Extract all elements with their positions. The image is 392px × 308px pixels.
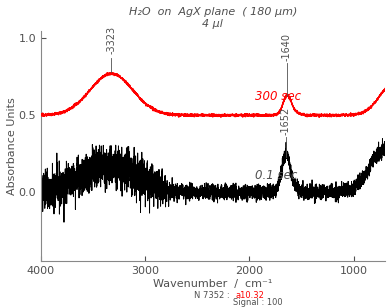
X-axis label: Wavenumber  /  cm⁻¹: Wavenumber / cm⁻¹ [153,279,272,289]
Text: a10.32: a10.32 [235,291,264,300]
Text: 300 sec: 300 sec [255,90,301,103]
Text: -1652: -1652 [281,107,291,135]
Title: H₂O  on  AgX plane  ( 180 μm)
4 μl: H₂O on AgX plane ( 180 μm) 4 μl [129,7,297,29]
Text: 0.1 sec: 0.1 sec [255,168,297,182]
Text: -1640: -1640 [282,34,292,61]
Text: N 7352 :: N 7352 : [194,291,235,300]
Y-axis label: Absorbance Units: Absorbance Units [7,97,17,195]
Text: -3323: -3323 [107,26,116,54]
Text: Signal : 100: Signal : 100 [233,298,283,307]
